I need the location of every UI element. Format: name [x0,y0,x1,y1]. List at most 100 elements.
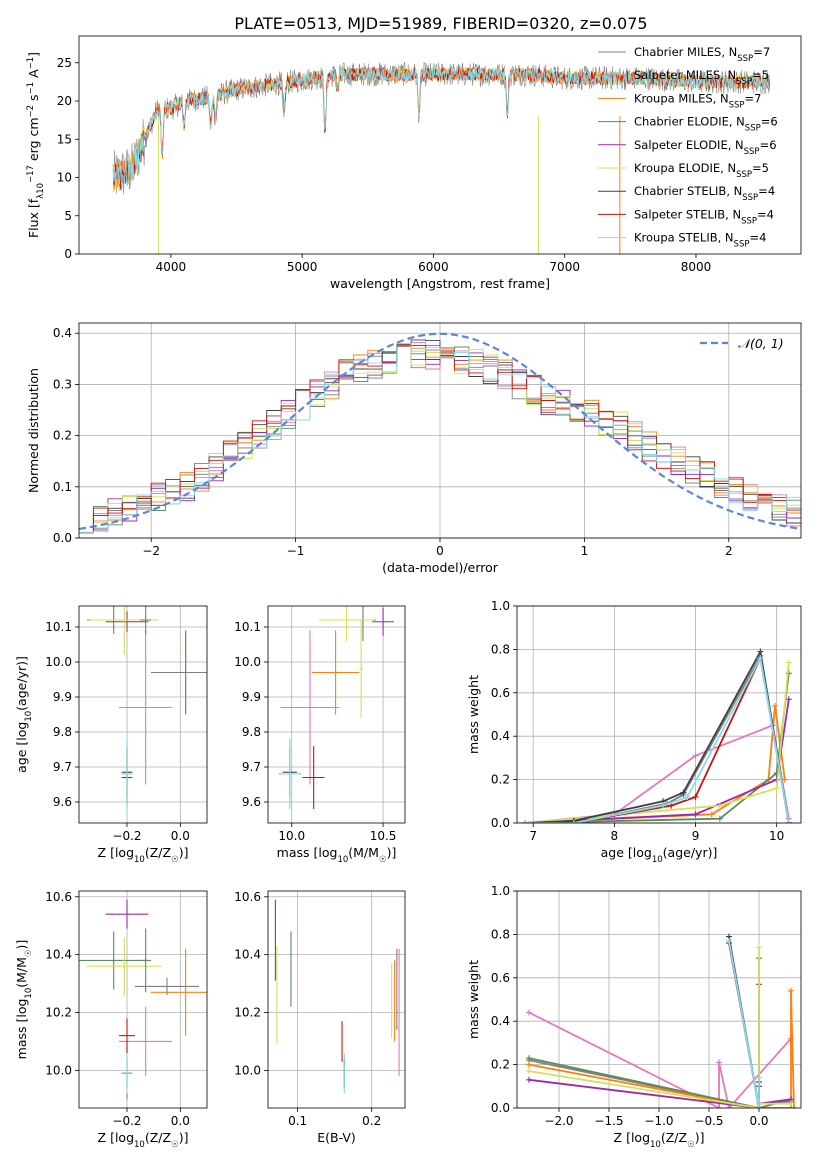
legend-sub: SSP [737,54,753,64]
legend-entry: Kroupa STELIB, NSSP=4 [634,231,766,250]
legend-separator: , N [726,184,742,198]
weight-marker [756,1074,762,1081]
legend-separator: , N [721,45,737,59]
label-part: age [log [14,722,29,773]
y-axis-label: Normed distribution [26,368,41,493]
x-tick-label: 1 [581,544,589,558]
legend-entry: Kroupa MILES, NSSP=7 [634,91,761,110]
x-axis-label: age [log10(age/yr)] [601,845,718,865]
legend-sub: SSP [736,170,752,180]
y-tick-label: 0.2 [53,429,72,443]
label-part: age [log [601,845,652,860]
label-part: ☉ [687,1140,695,1150]
weight-marker [781,776,788,783]
legend-entry: Salpeter ELODIE, NSSP=6 [634,138,777,157]
weight-line [528,990,795,1108]
legend-eq: = [757,207,767,221]
y-tick-label: 0.3 [53,377,72,391]
label-part: ☉ [24,949,34,957]
y-tick-label: 0.0 [53,531,72,545]
axes-frame [78,35,802,255]
weight-marker [522,820,529,823]
label-part: Flux [f [26,198,41,238]
label-part: 10 [24,988,34,999]
y-tick-label: 9.7 [53,760,72,774]
x-tick-label: −1.0 [644,1114,673,1128]
label-part: s [26,94,41,105]
label-part: )] [695,1130,705,1145]
weight-marker [716,1059,722,1066]
y-tick-label: 0.1 [53,480,72,494]
legend-separator: , N [713,91,729,105]
weight-line [525,648,790,823]
label-part: −1 [26,57,36,70]
weight-line [528,1011,792,1108]
spectrum-panel: 4000 5000 6000 7000 8000 0 5 10 15 20 25 Chabrier M… [26,35,802,291]
axes-frame [516,605,802,824]
x-axis-label: E(B-V) [317,1130,356,1145]
legend-eq: = [761,115,771,129]
legend-nssp: 6 [769,138,776,152]
label-part: Z [log [98,845,134,860]
weight-marker [684,793,691,800]
weight-marker [772,702,779,709]
label-part: 10 [36,183,46,194]
weight-marker [716,1105,722,1108]
x-tick-label: 2 [725,544,733,558]
weight-marker [692,752,699,759]
y-tick-label: 0.4 [491,1014,510,1028]
label-part: −2 [26,105,36,118]
legend-label: Chabrier MILES [634,45,721,59]
y-tick-label: 5 [64,209,72,223]
legend-label: Chabrier STELIB [634,184,726,198]
y-tick-label: 10 [57,171,72,185]
weight-marker [788,987,794,994]
label-part: ☉ [379,855,387,865]
legend-nssp: 6 [770,115,777,129]
y-axis-label: Flux [fλ10−17 erg cm−2 s−1 A−1] [26,52,46,238]
label-part: −17 [26,165,36,183]
weight-marker [788,1100,794,1107]
legend-label: Kroupa STELIB [634,231,718,245]
label-part: 10 [652,855,663,865]
x-tick-label: 0 [436,544,444,558]
z-mass-panel: −0.2 0.010.010.210.410.6Z [log10(Z/Z☉)]ma… [14,890,208,1150]
weight-line [528,984,792,1108]
x-tick-label: −2 [142,544,160,558]
weight-marker [692,811,699,818]
legend-eq: = [760,138,770,152]
legend-sub: SSP [744,147,760,157]
legend-label: Salpeter STELIB [634,207,725,221]
legend-entry: Chabrier ELODIE, NSSP=6 [634,115,778,134]
label-part: (Z/Z [145,845,171,860]
ebv-mass-panel: 0.1 0.2 10.0 10.2 10.4 10.6 E(B-V) [234,890,406,1145]
y-axis-label: mass [log10(M/M☉)] [14,940,34,1060]
legend-sub: SSP [742,193,758,203]
legend-nssp: 5 [762,68,769,82]
x-axis-label: (data-model)/error [382,560,499,575]
weight-marker [785,659,792,666]
y-axis-label: age [log10(age/yr)] [14,656,34,773]
legend-nssp: 5 [762,161,769,175]
weight-marker [773,785,780,792]
legend-eq: = [753,45,763,59]
y-tick-label: 0.8 [491,927,510,941]
label-part: Z [log [98,1130,134,1145]
x-axis-label: Z [log10(Z/Z☉)] [98,1130,189,1150]
axes-frame [78,605,208,824]
label-part: (M/M [348,845,379,860]
residuals-panel: −2 −1 0 1 2 0.0 0.1 0.2 0.3 0.4 𝒩(0, 1) (data-model… [26,322,802,575]
label-part: )] [387,845,397,860]
legend-label: Kroupa MILES [634,91,713,105]
label-part: mass [log [277,845,338,860]
x-axis-label: wavelength [Angstrom, rest frame] [330,276,550,291]
weight-line [728,940,760,1108]
y-tick-label: 25 [57,56,72,70]
y-tick-label: 10.0 [234,655,261,669]
label-part: ☉ [171,1140,179,1150]
x-tick-label: −0.2 [112,1114,141,1128]
plot-area [274,899,400,1094]
plot-area [79,332,801,534]
x-tick-label: 10 [769,829,784,843]
x-axis-label: Z [log10(Z/Z☉)] [98,845,189,865]
